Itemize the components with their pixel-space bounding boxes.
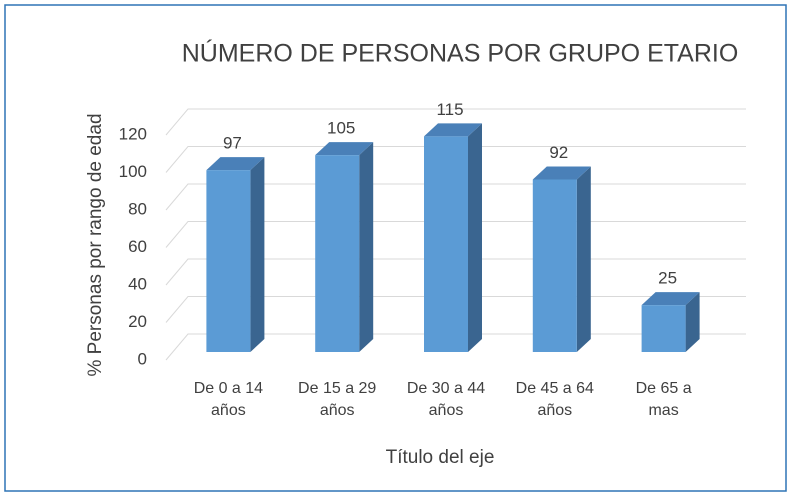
data-label: 97 xyxy=(223,134,242,153)
bar-front xyxy=(206,170,251,352)
bar-front xyxy=(641,305,686,352)
bar-top xyxy=(424,123,482,137)
x-tick-label: De 65 a mas xyxy=(635,380,692,419)
chart-title: NÚMERO DE PERSONAS POR GRUPO ETARIO xyxy=(182,39,739,68)
bar-side xyxy=(576,166,591,352)
y-tick-label: 0 xyxy=(138,349,147,368)
bar-front xyxy=(532,179,577,352)
x-tick-label: De 0 a 14 años xyxy=(193,380,264,419)
y-axis-title: % Personas por rango de edad xyxy=(85,113,106,376)
bar-top xyxy=(315,142,374,156)
bar-side xyxy=(359,142,374,352)
data-label: 25 xyxy=(658,269,677,288)
bar xyxy=(424,123,482,352)
x-tick-label: De 30 a 44 años xyxy=(406,380,486,419)
data-label: 115 xyxy=(436,100,463,119)
x-axis-title: Título del eje xyxy=(386,447,495,468)
bar-side xyxy=(468,123,482,352)
x-tick-label: De 15 a 29 años xyxy=(298,380,377,419)
bar-top xyxy=(641,292,700,306)
x-tick-label: De 45 a 64 años xyxy=(515,380,594,419)
data-label: 92 xyxy=(549,143,568,162)
y-tick-label: 120 xyxy=(119,124,147,143)
data-label: 105 xyxy=(327,119,355,138)
bar-side xyxy=(250,157,265,352)
bar-front xyxy=(424,136,468,352)
grid-line xyxy=(165,108,746,136)
bar-top xyxy=(532,166,591,180)
y-tick-label: 100 xyxy=(119,162,147,181)
chart-border xyxy=(4,4,787,492)
bar xyxy=(641,292,700,352)
grid-line xyxy=(165,146,746,173)
y-tick-label: 60 xyxy=(128,237,147,256)
bar-side xyxy=(685,292,700,352)
bar-top xyxy=(206,157,265,171)
bar xyxy=(315,142,374,352)
y-tick-label: 40 xyxy=(128,274,147,293)
y-tick-label: 20 xyxy=(128,312,147,331)
y-tick-label: 80 xyxy=(128,199,147,218)
bar-front xyxy=(315,155,360,352)
bar xyxy=(532,166,591,352)
bar xyxy=(206,157,265,352)
